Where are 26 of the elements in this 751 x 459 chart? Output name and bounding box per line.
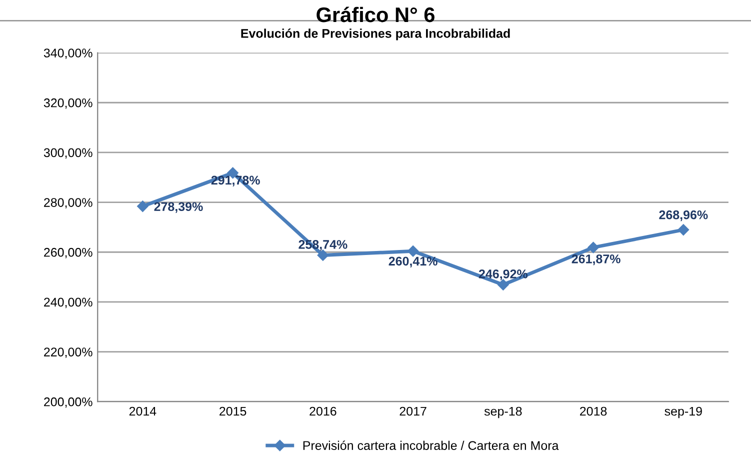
x-tick-label: 2018	[580, 406, 607, 416]
y-tick-label: 280,00%	[44, 198, 92, 208]
y-tick-label: 320,00%	[44, 98, 92, 109]
y-tick-label: 200,00%	[44, 397, 92, 408]
y-tick-label: 240,00%	[44, 298, 92, 308]
data-label: 261,87%	[572, 254, 620, 266]
data-label: 268,96%	[659, 210, 708, 222]
data-label: 278,39%	[154, 202, 203, 213]
x-tick-label: 2015	[220, 406, 246, 416]
x-tick-label: 2017	[400, 406, 426, 416]
legend-label: Previsión cartera incobrable / Cartera en Mora	[303, 440, 559, 450]
data-label: 260,41%	[388, 256, 438, 268]
y-tick-label: 260,00%	[44, 248, 92, 258]
y-tick-label: 340,00%	[44, 48, 92, 59]
chart-subtitle: Evolución de Previsiones para Incobrabilidad	[241, 28, 510, 40]
x-tick-label: sep-19	[664, 406, 702, 418]
point	[137, 200, 148, 212]
point	[678, 224, 690, 236]
x-tick-label: 2016	[310, 406, 336, 416]
point	[407, 245, 419, 257]
x-tick-label: sep-18	[484, 406, 522, 418]
x-tick-label: 2014	[129, 406, 156, 416]
y-tick-label: 300,00%	[44, 148, 92, 159]
point	[588, 242, 599, 254]
chart-title: Gráfico N° 6	[316, 6, 434, 22]
y-tick-label: 220,00%	[44, 348, 92, 358]
